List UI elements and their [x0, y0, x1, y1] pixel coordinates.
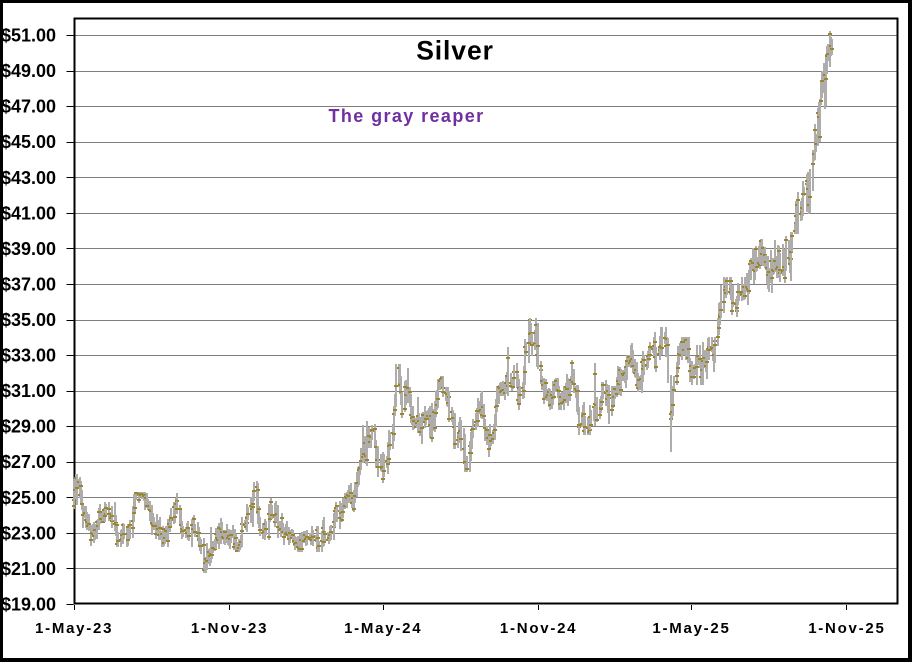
- svg-text:$31.00: $31.00: [1, 381, 56, 401]
- svg-text:The gray reaper: The gray reaper: [328, 106, 484, 126]
- svg-text:$37.00: $37.00: [1, 274, 56, 294]
- svg-text:$21.00: $21.00: [1, 559, 56, 579]
- svg-text:1-May-24: 1-May-24: [344, 620, 422, 637]
- svg-text:$25.00: $25.00: [1, 488, 56, 508]
- svg-text:$41.00: $41.00: [1, 203, 56, 223]
- svg-text:$45.00: $45.00: [1, 132, 56, 152]
- svg-text:1-Nov-24: 1-Nov-24: [500, 620, 577, 637]
- svg-text:1-Nov-23: 1-Nov-23: [191, 620, 268, 637]
- svg-text:$35.00: $35.00: [1, 310, 56, 330]
- svg-text:$49.00: $49.00: [1, 61, 56, 81]
- svg-text:$29.00: $29.00: [1, 417, 56, 437]
- svg-text:$23.00: $23.00: [1, 523, 56, 543]
- svg-text:$43.00: $43.00: [1, 168, 56, 188]
- svg-text:1-May-23: 1-May-23: [35, 620, 113, 637]
- svg-text:$51.00: $51.00: [1, 26, 56, 46]
- svg-text:$33.00: $33.00: [1, 346, 56, 366]
- svg-text:$47.00: $47.00: [1, 97, 56, 117]
- svg-text:Silver: Silver: [416, 36, 494, 66]
- svg-text:$27.00: $27.00: [1, 452, 56, 472]
- svg-text:$39.00: $39.00: [1, 239, 56, 259]
- svg-text:1-May-25: 1-May-25: [652, 620, 730, 637]
- svg-text:1-Nov-25: 1-Nov-25: [808, 620, 885, 637]
- svg-text:$19.00: $19.00: [1, 595, 56, 615]
